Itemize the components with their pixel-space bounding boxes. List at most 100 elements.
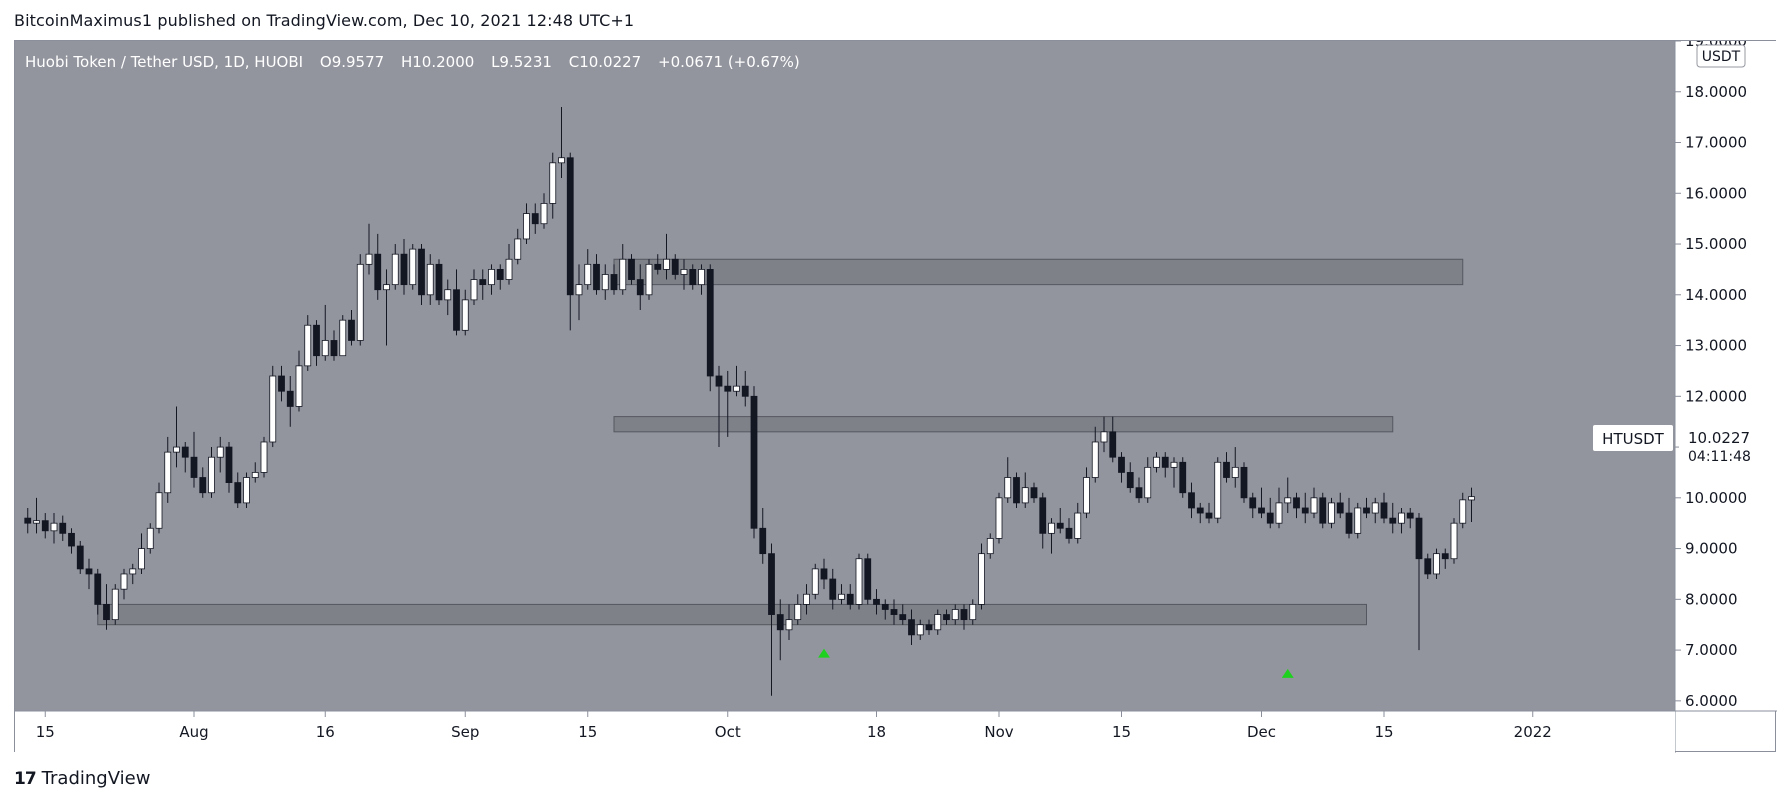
candle-body-up [383, 284, 390, 291]
candle-body-down [750, 395, 758, 529]
candle [374, 233, 382, 300]
candle-body-down [1249, 497, 1257, 509]
candle-body-up [269, 375, 277, 443]
candle [435, 259, 443, 305]
candle-body-up [794, 604, 802, 621]
candle [278, 365, 285, 402]
candle [1214, 457, 1222, 524]
x-tick-label: Oct [715, 723, 741, 741]
candle [50, 513, 58, 544]
candle [1021, 472, 1029, 508]
candle [1468, 487, 1475, 523]
candle [1170, 457, 1178, 488]
candle-body-down [400, 253, 408, 286]
candle-body-up [356, 263, 364, 341]
candle-body-up [1398, 512, 1405, 524]
x-tick-label: 2022 [1514, 723, 1552, 741]
candle-body-up [838, 593, 845, 600]
price-axis[interactable] [1675, 41, 1777, 711]
candle [619, 244, 627, 295]
candle-body-up [951, 609, 959, 621]
candle-body-up [558, 157, 565, 164]
candle [1380, 492, 1388, 524]
x-tick-label: 15 [1112, 723, 1131, 741]
candle-body-down [1301, 507, 1309, 514]
candle [951, 604, 959, 625]
candle [1433, 548, 1440, 580]
candle [400, 238, 408, 295]
time-axis[interactable] [15, 711, 1675, 753]
candle-body-down [348, 319, 355, 341]
plot-area[interactable] [15, 41, 1675, 711]
candle [820, 558, 828, 590]
candle-body-up [251, 472, 259, 478]
candle [1363, 497, 1370, 519]
candle [628, 254, 635, 285]
x-tick-label: 15 [36, 723, 55, 741]
candle-body-down [960, 609, 968, 621]
candle [706, 264, 714, 392]
candle [41, 513, 49, 539]
candles-layer [24, 106, 1475, 696]
x-tick-label: 18 [867, 723, 886, 741]
candle [103, 584, 110, 630]
candle [1179, 457, 1187, 498]
candle-body-up [523, 213, 530, 240]
candle-body-down [199, 477, 207, 494]
candle-body-up [426, 263, 434, 296]
candle-body-down [890, 609, 898, 615]
y-tick-label: 10.0000 [1685, 489, 1747, 507]
candle [584, 249, 592, 290]
candle [146, 523, 154, 554]
candle-body-down [418, 248, 425, 296]
candle [199, 467, 207, 498]
candle-body-up [111, 588, 119, 621]
candle-body-down [925, 624, 933, 631]
candle [1109, 416, 1117, 463]
candle [505, 244, 513, 285]
candle-body-up [1354, 507, 1362, 534]
candle [444, 279, 452, 316]
marker-triangle-up-icon [1281, 668, 1294, 678]
candle-body-down [628, 258, 635, 280]
footer-logo[interactable]: 𝟭𝟳 TradingView [14, 768, 150, 789]
candle-body-down [1319, 497, 1327, 524]
candle-body-up [1433, 553, 1440, 575]
candle-body-down [741, 385, 749, 397]
candle-body-down [1126, 472, 1134, 489]
candle [689, 264, 697, 290]
candle [59, 515, 67, 541]
y-tick-label: 9.0000 [1685, 540, 1738, 558]
chart-panel[interactable]: 6.00007.00008.00009.000010.000011.000012… [14, 32, 1777, 753]
ohlc-legend: Huobi Token / Tether USD, 1D, HUOBI O9.9… [25, 53, 800, 71]
candle-body-up [365, 253, 373, 265]
candle-body-down [776, 614, 784, 631]
currency-label: USDT [1702, 49, 1741, 65]
x-tick-label: Dec [1247, 723, 1276, 741]
candle-body-up [1004, 477, 1012, 499]
candle-body-down [566, 157, 574, 296]
candle [1275, 487, 1283, 529]
candle-body-up [155, 492, 163, 529]
currency-badge[interactable]: USDT [1696, 44, 1746, 68]
marker-triangle-up-icon [818, 648, 830, 658]
candle [978, 543, 985, 610]
candle [1118, 452, 1125, 483]
candle-body-up [1144, 466, 1152, 499]
candle-body-down [496, 269, 504, 280]
candle-body-down [1240, 466, 1248, 499]
candle-body-down [1118, 456, 1125, 473]
candle-body-down [636, 279, 644, 296]
candle-body-down [1363, 507, 1370, 514]
candlestick-chart[interactable]: 6.00007.00008.00009.000010.000011.000012… [15, 32, 1777, 753]
candle-body-down [1441, 553, 1449, 560]
candle-body-down [654, 263, 662, 270]
zone-0 [613, 258, 1464, 286]
candle-body-up [1048, 522, 1055, 534]
candle-body-down [190, 456, 198, 478]
candle [488, 264, 495, 295]
candle [566, 152, 574, 331]
candle-body-up [260, 441, 268, 473]
candle [750, 386, 758, 539]
candle [558, 106, 565, 179]
